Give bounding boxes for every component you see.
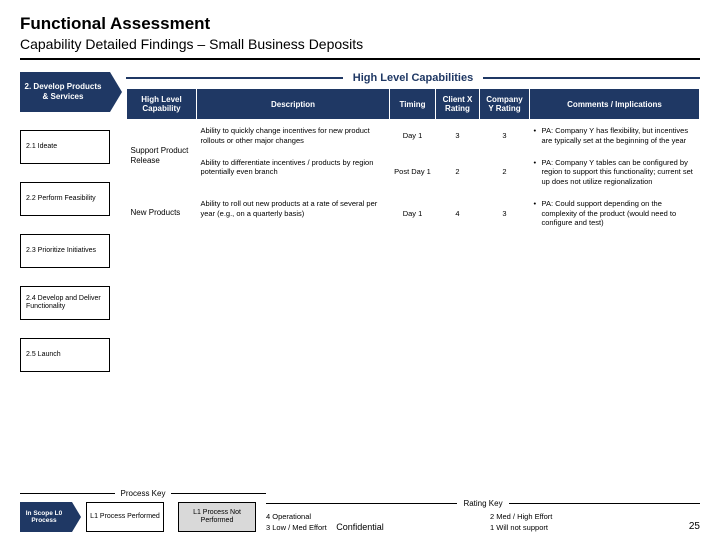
cell-company-rating: 2 (480, 152, 530, 193)
page-number: 25 (689, 521, 700, 532)
caps-line (483, 77, 700, 79)
step-box: 2.1 Ideate (20, 130, 110, 164)
th-timing: Timing (390, 89, 436, 120)
rating-4: 4 Operational (266, 512, 476, 521)
cell-client-rating: 4 (436, 193, 480, 234)
process-arrow-label: 2. Develop Products & Services (22, 82, 104, 101)
step-label: 2.4 Develop and Deliver Functionality (26, 295, 104, 311)
title-rule (20, 58, 700, 60)
pk-performed: L1 Process Performed (86, 502, 164, 532)
process-key-body: In Scope L0 Process L1 Process Performed… (20, 502, 266, 532)
process-arrow: 2. Develop Products & Services (20, 72, 110, 112)
table-row: New Products Ability to roll out new pro… (127, 193, 700, 234)
cell-company-rating: 3 (480, 193, 530, 234)
confidential-label: Confidential (336, 522, 384, 532)
table-row: Support Product Release Ability to quick… (127, 120, 700, 152)
cell-description: Ability to differentiate incentives / pr… (197, 152, 390, 193)
cell-client-rating: 2 (436, 152, 480, 193)
process-key: Process Key In Scope L0 Process L1 Proce… (20, 489, 266, 532)
rating-key-head: Rating Key (266, 499, 700, 508)
step-label: 2.2 Perform Feasibility (26, 195, 96, 203)
rating-2: 2 Med / High Effort (490, 512, 700, 521)
page-title: Functional Assessment (20, 14, 700, 34)
cell-timing: Post Day 1 (390, 152, 436, 193)
cell-capability: Support Product Release (127, 120, 197, 193)
main-content: 2. Develop Products & Services 2.1 Ideat… (20, 72, 700, 372)
cell-description: Ability to quickly change incentives for… (197, 120, 390, 152)
pk-not-performed-label: L1 Process Not Performed (181, 509, 253, 525)
cell-comment: •PA: Could support depending on the comp… (530, 193, 700, 234)
cell-client-rating: 3 (436, 120, 480, 152)
cell-timing: Day 1 (390, 120, 436, 152)
slide: Functional Assessment Capability Detaile… (0, 0, 720, 540)
th-client-rating: Client X Rating (436, 89, 480, 120)
table-header-row: High Level Capability Description Timing… (127, 89, 700, 120)
cell-capability: New Products (127, 193, 197, 234)
cell-company-rating: 3 (480, 120, 530, 152)
comment-text: PA: Company Y tables can be configured b… (542, 158, 696, 187)
rating-key-title: Rating Key (457, 499, 508, 508)
step-box: 2.3 Prioritize Initiatives (20, 234, 110, 268)
table-row: Ability to differentiate incentives / pr… (127, 152, 700, 193)
comment-text: PA: Could support depending on the compl… (542, 199, 696, 228)
rating-key-grid: 4 Operational 2 Med / High Effort 3 Low … (266, 512, 700, 532)
pk-arrow: In Scope L0 Process (20, 502, 72, 532)
left-nav: 2. Develop Products & Services 2.1 Ideat… (20, 72, 116, 372)
key-line (266, 503, 457, 504)
process-key-title: Process Key (115, 489, 172, 498)
step-box: 2.2 Perform Feasibility (20, 182, 110, 216)
step-box: 2.4 Develop and Deliver Functionality (20, 286, 110, 320)
page-subtitle: Capability Detailed Findings – Small Bus… (20, 36, 700, 52)
pk-arrow-label: In Scope L0 Process (20, 510, 68, 524)
step-label: 2.1 Ideate (26, 143, 57, 151)
th-capability: High Level Capability (127, 89, 197, 120)
key-line (20, 493, 115, 494)
rating-1: 1 Will not support (490, 523, 700, 532)
capabilities-header: High Level Capabilities (126, 72, 700, 84)
th-company-rating: Company Y Rating (480, 89, 530, 120)
th-comments: Comments / Implications (530, 89, 700, 120)
step-label: 2.3 Prioritize Initiatives (26, 247, 96, 255)
th-description: Description (197, 89, 390, 120)
pk-performed-label: L1 Process Performed (90, 513, 160, 521)
caps-line (126, 77, 343, 79)
step-box: 2.5 Launch (20, 338, 110, 372)
comment-text: PA: Company Y has flexibility, but incen… (542, 126, 696, 146)
process-key-head: Process Key (20, 489, 266, 498)
key-line (509, 503, 700, 504)
cell-timing: Day 1 (390, 193, 436, 234)
cell-comment: •PA: Company Y has flexibility, but ince… (530, 120, 700, 152)
pk-not-performed: L1 Process Not Performed (178, 502, 256, 532)
caps-title: High Level Capabilities (343, 72, 483, 84)
cell-comment: •PA: Company Y tables can be configured … (530, 152, 700, 193)
capabilities-panel: High Level Capabilities High Level Capab… (126, 72, 700, 372)
cell-description: Ability to roll out new products at a ra… (197, 193, 390, 234)
rating-key: Rating Key 4 Operational 2 Med / High Ef… (266, 499, 700, 532)
capabilities-table: High Level Capability Description Timing… (126, 88, 700, 234)
key-line (171, 493, 266, 494)
step-label: 2.5 Launch (26, 351, 61, 359)
